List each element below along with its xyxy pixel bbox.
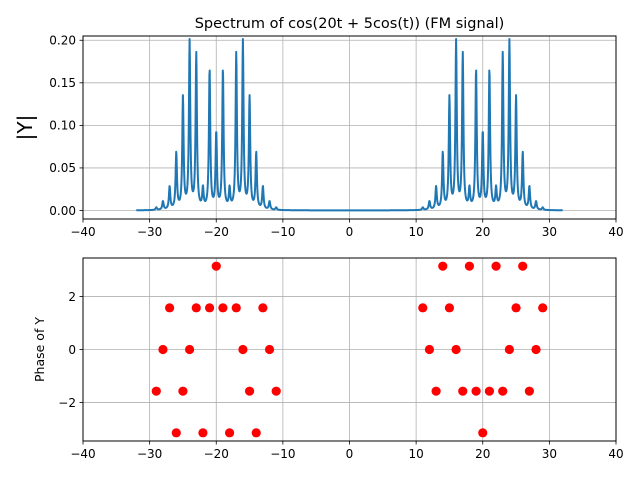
phase-point	[191, 303, 201, 313]
phase-point	[464, 261, 475, 271]
x-tick-label: 20	[475, 225, 490, 239]
x-tick-label: 0	[346, 447, 354, 461]
phase-point	[224, 428, 235, 438]
phase-point	[198, 428, 208, 438]
x-tick-label: −10	[270, 447, 295, 461]
phase-point	[238, 344, 248, 355]
phase-point	[451, 344, 461, 355]
magnitude-ylabel: |Y|	[13, 115, 37, 141]
x-tick-label: 10	[408, 447, 423, 461]
x-tick-label: 30	[542, 225, 557, 239]
magnitude-line-series	[135, 38, 564, 212]
phase-point	[244, 386, 255, 396]
phase-point	[165, 303, 175, 313]
phase-point	[258, 303, 268, 313]
magnitude-title: Spectrum of cos(20t + 5cos(t)) (FM signa…	[195, 16, 505, 32]
y-tick-label: −2	[58, 396, 76, 410]
x-tick-label: −30	[137, 447, 162, 461]
phase-point	[444, 303, 455, 313]
y-tick-label: 0.10	[49, 119, 76, 133]
y-tick-label: 0.15	[49, 76, 76, 90]
y-tick-label: 0	[68, 343, 76, 357]
x-tick-label: 40	[608, 225, 623, 239]
magnitude-ticks: −40 −30 −20 −10 0 10 20 30 40 0.00 0.05 0.10 0.15 0.2…	[49, 34, 623, 239]
magnitude-panel: −40 −30 −20 −10 0 10 20 30 40 0.00 0.05 0.10 0.15 0.2…	[13, 16, 624, 239]
phase-point	[264, 344, 275, 355]
phase-point	[271, 386, 281, 396]
x-tick-label: 0	[346, 225, 354, 239]
phase-point	[218, 303, 228, 313]
phase-point	[424, 344, 435, 355]
x-tick-label: −10	[270, 225, 295, 239]
phase-point	[518, 261, 528, 271]
y-tick-label: 0.20	[49, 34, 76, 48]
phase-point	[524, 386, 534, 396]
x-tick-label: −30	[137, 225, 162, 239]
x-tick-label: 30	[542, 447, 557, 461]
x-tick-label: −40	[70, 447, 95, 461]
phase-point	[231, 303, 241, 313]
phase-point	[471, 386, 481, 396]
phase-scatter-series	[151, 261, 548, 438]
phase-point	[491, 261, 501, 271]
phase-ylabel: Phase of Y	[32, 317, 47, 382]
x-tick-label: 20	[475, 447, 490, 461]
y-tick-label: 0.00	[49, 204, 76, 218]
phase-ticks: −40 −30 −20 −10 0 10 20 30 40−202	[58, 290, 623, 461]
x-tick-label: 10	[408, 225, 423, 239]
y-tick-label: 2	[68, 290, 76, 304]
phase-panel: −40 −30 −20 −10 0 10 20 30 40−202 Phase of Y	[32, 257, 624, 461]
phase-point	[458, 386, 468, 396]
phase-point	[185, 344, 195, 355]
phase-point	[418, 303, 428, 313]
phase-point	[431, 386, 441, 396]
x-tick-label: 40	[608, 447, 623, 461]
x-tick-label: −40	[70, 225, 95, 239]
phase-point	[531, 344, 541, 355]
phase-point	[498, 386, 508, 396]
phase-point	[484, 386, 495, 396]
phase-point	[158, 344, 168, 355]
phase-point	[151, 386, 161, 396]
y-tick-label: 0.05	[49, 161, 76, 175]
x-tick-label: −20	[204, 447, 229, 461]
phase-point	[438, 261, 448, 271]
phase-point	[538, 303, 548, 313]
phase-grid	[82, 258, 617, 441]
spectrum-line	[135, 38, 564, 212]
phase-point	[251, 428, 261, 438]
x-tick-label: −20	[204, 225, 229, 239]
magnitude-grid	[82, 36, 617, 219]
phase-point	[171, 428, 181, 438]
phase-point	[211, 261, 221, 271]
phase-point	[504, 344, 514, 355]
phase-point	[511, 303, 521, 313]
phase-point	[478, 428, 488, 438]
phase-point	[204, 303, 215, 313]
phase-point	[178, 386, 188, 396]
